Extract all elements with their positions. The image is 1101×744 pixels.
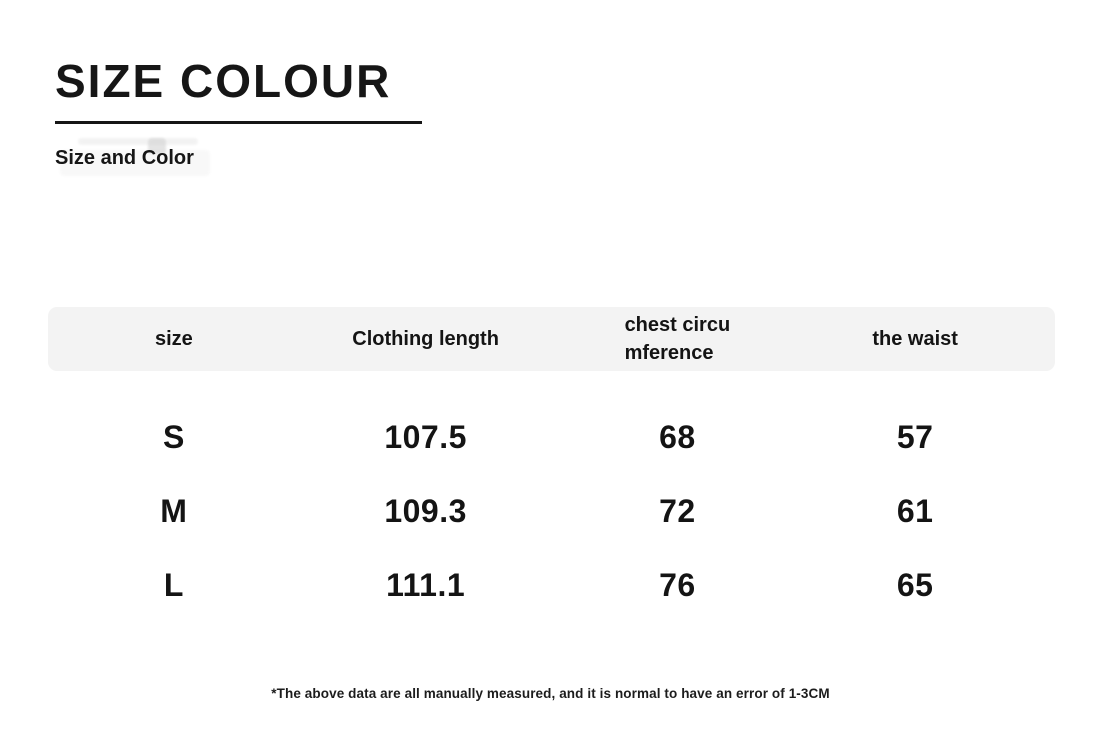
- cell-clothing-length: 111.1: [386, 566, 466, 603]
- smudge-artifact: [148, 138, 166, 154]
- page-subtitle: Size and Color: [55, 147, 194, 169]
- cell-clothing-length: 109.3: [384, 492, 467, 529]
- column-header-size: size: [154, 328, 193, 350]
- cell-waist: 65: [896, 566, 934, 603]
- cell-waist: 61: [896, 492, 934, 529]
- table-row: S 107.5 68 57: [48, 400, 1055, 474]
- cell-size: L: [163, 566, 184, 603]
- cell-waist: 57: [896, 418, 934, 455]
- smudge-artifact: [60, 150, 210, 176]
- table-row: L 111.1 76 65: [48, 548, 1055, 622]
- title-underline: [55, 121, 422, 124]
- cell-chest-circumference: 72: [659, 492, 696, 529]
- size-table-header-row: size Clothing length chest circu mferenc…: [48, 307, 1055, 371]
- size-table: size Clothing length chest circu mferenc…: [48, 307, 1055, 622]
- cell-chest-circumference: 76: [659, 566, 696, 603]
- smudge-artifact: [78, 138, 198, 145]
- table-row: M 109.3 72 61: [48, 474, 1055, 548]
- column-header-chest-circumference: chest circu mference: [552, 311, 804, 367]
- page-title: SIZE COLOUR: [55, 55, 392, 107]
- column-header-waist: the waist: [872, 328, 958, 350]
- column-header-clothing-length: Clothing length: [352, 328, 499, 350]
- size-table-body: S 107.5 68 57 M 109.3 72 61 L 111.1 76 6…: [48, 400, 1055, 622]
- cell-chest-circumference: 68: [659, 418, 696, 455]
- cell-size: M: [160, 492, 188, 529]
- measurement-disclaimer: *The above data are all manually measure…: [271, 686, 830, 701]
- column-header-chest-circumference-text: chest circu mference: [624, 314, 731, 364]
- cell-clothing-length: 107.5: [384, 418, 467, 455]
- cell-size: S: [162, 418, 185, 455]
